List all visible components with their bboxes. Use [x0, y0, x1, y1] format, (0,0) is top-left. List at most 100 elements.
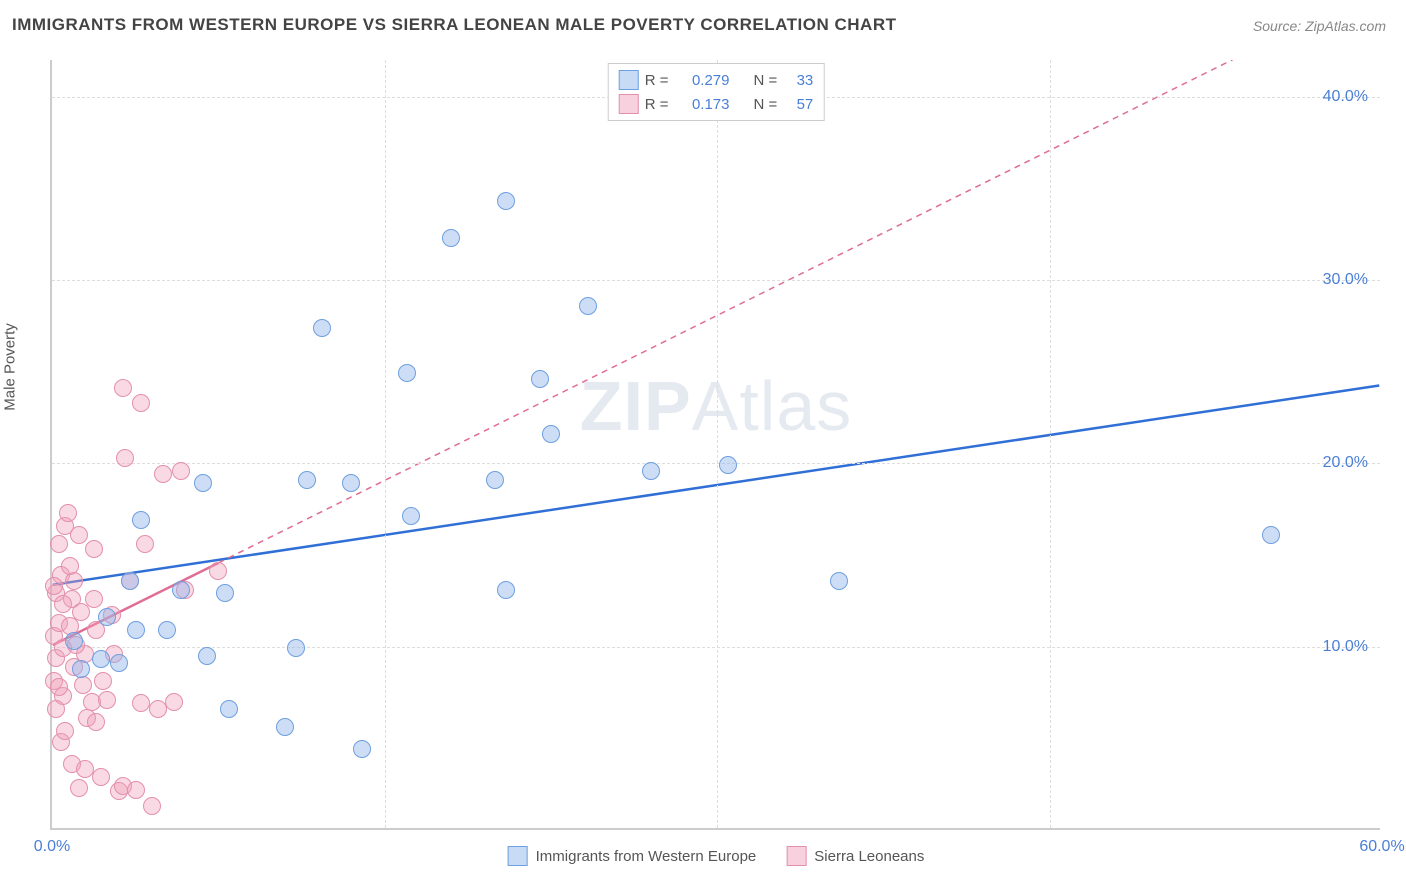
watermark-thin: Atlas [692, 367, 853, 445]
scatter-point-blue [486, 471, 504, 489]
scatter-point-blue [719, 456, 737, 474]
scatter-point-pink [132, 394, 150, 412]
scatter-point-blue [298, 471, 316, 489]
scatter-point-pink [165, 693, 183, 711]
legend-row-pink: R = 0.173 N = 57 [619, 92, 814, 116]
scatter-point-blue [342, 474, 360, 492]
gridline-v [1050, 60, 1051, 828]
gridline-h [52, 647, 1380, 648]
swatch-blue-icon [619, 70, 639, 90]
scatter-point-blue [287, 639, 305, 657]
scatter-point-pink [74, 676, 92, 694]
source-label: Source: ZipAtlas.com [1253, 18, 1386, 34]
scatter-point-pink [85, 590, 103, 608]
scatter-point-blue [216, 584, 234, 602]
swatch-pink-icon [786, 846, 806, 866]
legend-item-pink: Sierra Leoneans [786, 846, 924, 866]
scatter-point-blue [642, 462, 660, 480]
gridline-v [385, 60, 386, 828]
scatter-point-blue [531, 370, 549, 388]
scatter-point-blue [1262, 526, 1280, 544]
scatter-point-pink [92, 768, 110, 786]
scatter-point-pink [50, 678, 68, 696]
scatter-point-pink [143, 797, 161, 815]
y-tick-label: 40.0% [1323, 88, 1368, 106]
legend-label-blue: Immigrants from Western Europe [536, 848, 757, 865]
scatter-point-pink [98, 691, 116, 709]
scatter-point-pink [61, 557, 79, 575]
y-axis-label: Male Poverty [2, 323, 19, 411]
scatter-point-pink [209, 562, 227, 580]
chart-title: IMMIGRANTS FROM WESTERN EUROPE VS SIERRA… [12, 15, 897, 35]
swatch-blue-icon [508, 846, 528, 866]
gridline-v [717, 60, 718, 828]
scatter-point-pink [114, 379, 132, 397]
y-tick-label: 20.0% [1323, 454, 1368, 472]
scatter-point-pink [50, 535, 68, 553]
scatter-point-blue [276, 718, 294, 736]
scatter-point-pink [116, 449, 134, 467]
r-value-blue: 0.279 [675, 72, 730, 89]
scatter-point-pink [54, 595, 72, 613]
y-tick-label: 30.0% [1323, 271, 1368, 289]
chart-container: IMMIGRANTS FROM WESTERN EUROPE VS SIERRA… [0, 0, 1406, 892]
scatter-point-pink [45, 577, 63, 595]
scatter-point-blue [98, 608, 116, 626]
scatter-point-pink [87, 713, 105, 731]
scatter-point-blue [497, 581, 515, 599]
scatter-point-blue [172, 581, 190, 599]
gridline-h [52, 280, 1380, 281]
scatter-point-blue [92, 650, 110, 668]
scatter-point-blue [158, 621, 176, 639]
scatter-point-blue [110, 654, 128, 672]
r-value-pink: 0.173 [675, 96, 730, 113]
scatter-point-blue [353, 740, 371, 758]
scatter-point-blue [442, 229, 460, 247]
legend-label-pink: Sierra Leoneans [814, 848, 924, 865]
scatter-point-blue [497, 192, 515, 210]
scatter-point-blue [198, 647, 216, 665]
watermark: ZIPAtlas [580, 366, 853, 446]
scatter-point-pink [56, 722, 74, 740]
scatter-point-pink [70, 779, 88, 797]
scatter-point-pink [154, 465, 172, 483]
legend-row-blue: R = 0.279 N = 33 [619, 68, 814, 92]
scatter-point-blue [127, 621, 145, 639]
scatter-point-pink [136, 535, 154, 553]
scatter-point-blue [220, 700, 238, 718]
scatter-point-blue [579, 297, 597, 315]
scatter-point-pink [132, 694, 150, 712]
n-value-blue: 33 [783, 72, 813, 89]
scatter-point-pink [59, 504, 77, 522]
scatter-point-blue [121, 572, 139, 590]
trend-lines [52, 60, 1380, 828]
swatch-pink-icon [619, 94, 639, 114]
x-tick-label: 60.0% [1359, 838, 1404, 856]
scatter-point-pink [70, 526, 88, 544]
scatter-point-blue [65, 632, 83, 650]
y-tick-label: 10.0% [1323, 638, 1368, 656]
plot-area: R = 0.279 N = 33 R = 0.173 N = 57 ZIPAtl… [50, 60, 1380, 830]
scatter-point-pink [127, 781, 145, 799]
x-tick-label: 0.0% [34, 838, 70, 856]
n-label: N = [754, 72, 778, 89]
scatter-point-pink [47, 700, 65, 718]
scatter-point-blue [313, 319, 331, 337]
scatter-point-pink [85, 540, 103, 558]
scatter-point-blue [398, 364, 416, 382]
series-legend: Immigrants from Western Europe Sierra Le… [508, 846, 925, 866]
gridline-h [52, 463, 1380, 464]
n-label: N = [754, 96, 778, 113]
n-value-pink: 57 [783, 96, 813, 113]
scatter-point-pink [94, 672, 112, 690]
correlation-legend: R = 0.279 N = 33 R = 0.173 N = 57 [608, 63, 825, 121]
r-label: R = [645, 72, 669, 89]
scatter-point-blue [830, 572, 848, 590]
scatter-point-blue [402, 507, 420, 525]
scatter-point-blue [132, 511, 150, 529]
watermark-bold: ZIP [580, 367, 692, 445]
scatter-point-blue [72, 660, 90, 678]
scatter-point-pink [172, 462, 190, 480]
r-label: R = [645, 96, 669, 113]
scatter-point-blue [194, 474, 212, 492]
